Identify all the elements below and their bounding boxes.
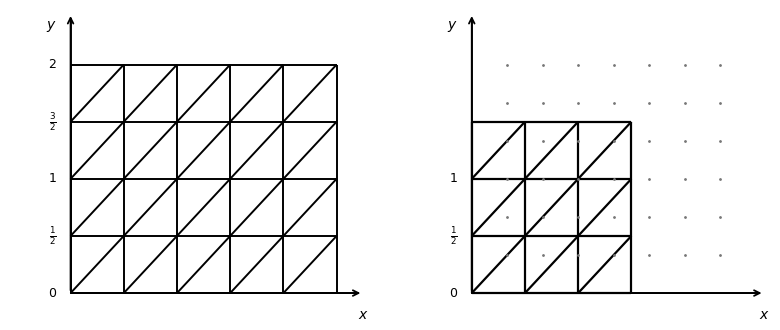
Text: $\frac{3}{2}$: $\frac{3}{2}$ [49, 111, 57, 133]
Text: $1$: $1$ [48, 172, 57, 185]
Text: $0$: $0$ [48, 286, 57, 300]
Text: $y$: $y$ [46, 19, 57, 34]
Text: $\frac{1}{2}$: $\frac{1}{2}$ [450, 225, 458, 247]
Text: $1$: $1$ [449, 172, 458, 185]
Text: $2$: $2$ [48, 58, 57, 71]
Text: $y$: $y$ [447, 19, 458, 34]
Text: $x$: $x$ [759, 308, 770, 322]
Text: $x$: $x$ [358, 308, 369, 322]
Text: $0$: $0$ [448, 286, 458, 300]
Text: $\frac{1}{2}$: $\frac{1}{2}$ [49, 225, 57, 247]
